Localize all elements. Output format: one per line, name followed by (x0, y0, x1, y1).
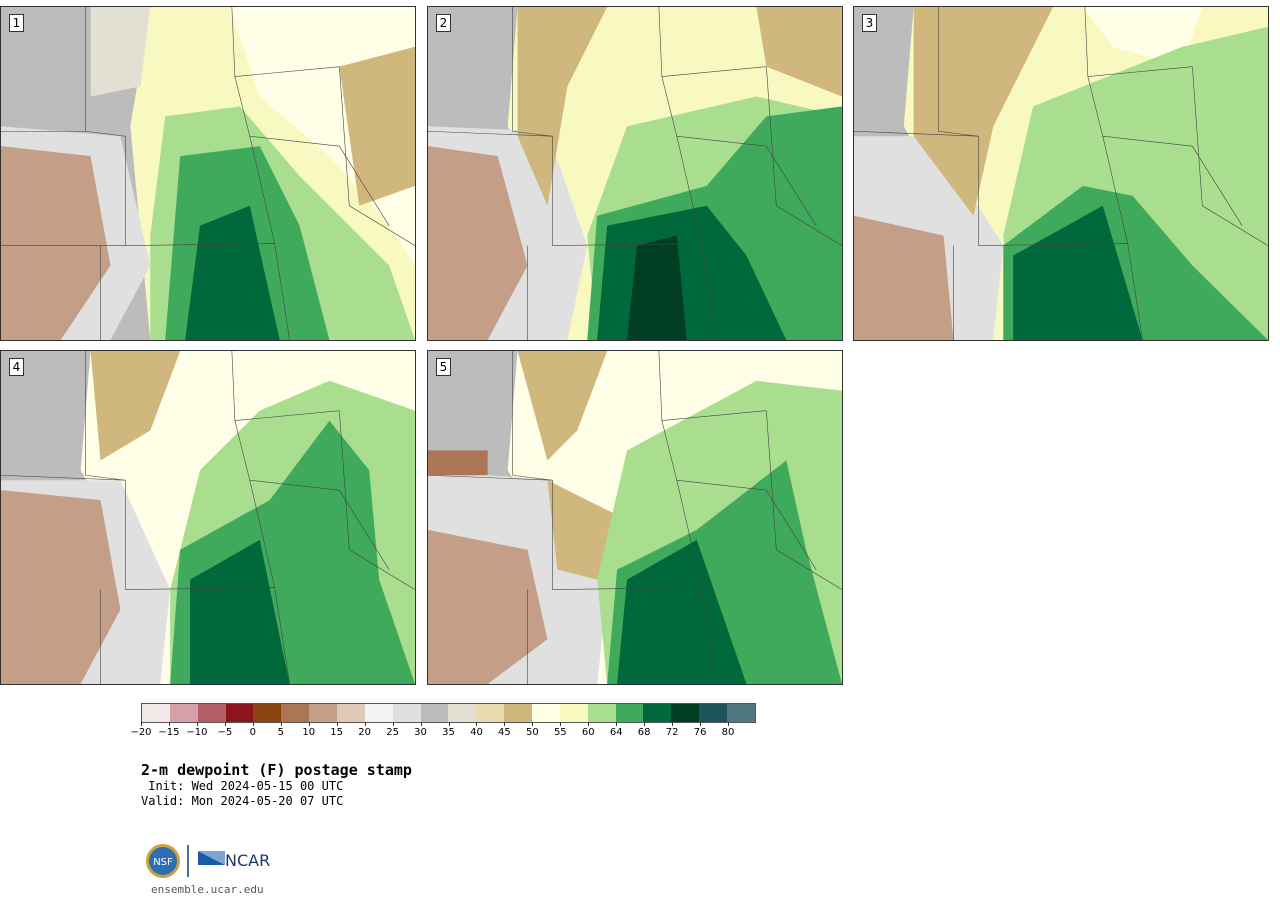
panel-label: 1 (9, 14, 24, 32)
colorbar-tick-mark (420, 722, 422, 726)
colorbar-swatch (142, 704, 170, 722)
dewpoint-map-2 (428, 7, 842, 340)
colorbar-tick-mark (392, 722, 394, 726)
colorbar-tick-label: 45 (498, 727, 511, 738)
colorbar-tick-mark (308, 722, 310, 726)
colorbar-swatch (643, 704, 672, 722)
colorbar-tick-label: 5 (277, 727, 284, 738)
colorbar-swatch (364, 704, 393, 722)
colorbar-tick-mark (532, 722, 534, 726)
colorbar-tick-label: −10 (186, 727, 208, 738)
colorbar-tick-label: 25 (386, 727, 399, 738)
colorbar-tick-label: 68 (637, 727, 651, 738)
colorbar-tick-mark (616, 722, 618, 726)
colorbar-tick-label: 0 (249, 727, 256, 738)
colorbar-tick-label: 10 (302, 727, 316, 738)
colorbar-swatch (309, 704, 338, 722)
colorbar-swatch (559, 704, 588, 722)
colorbar-tick-mark (476, 722, 478, 726)
colorbar-tick-mark (588, 722, 590, 726)
colorbar-tick-label: −20 (130, 727, 152, 738)
colorbar-tick-label: 76 (693, 727, 707, 738)
colorbar-tick-mark (644, 722, 646, 726)
dewpoint-colorbar (141, 703, 756, 723)
title-block: 2-m dewpoint (F) postage stamp Init: Wed… (141, 761, 412, 809)
colorbar-swatch (281, 704, 310, 722)
colorbar-tick-label: −15 (158, 727, 180, 738)
colorbar-swatch (225, 704, 254, 722)
colorbar-tick-mark (280, 722, 282, 726)
colorbar-tick-label: 20 (358, 727, 371, 738)
colorbar-tick-mark (336, 722, 338, 726)
valid-time: Valid: Mon 2024-05-20 07 UTC (141, 794, 344, 808)
colorbar-tick-mark (700, 722, 702, 726)
map-panel-3: 3 (853, 6, 1269, 341)
map-panel-5: 5 (427, 350, 843, 685)
dewpoint-map-4 (1, 351, 415, 684)
colorbar-swatch (727, 704, 755, 722)
colorbar-tick-label: 35 (442, 727, 455, 738)
colorbar-swatch (699, 704, 728, 722)
colorbar-swatch (504, 704, 533, 722)
colorbar-swatch (615, 704, 644, 722)
colorbar-tick-label: 40 (470, 727, 483, 738)
colorbar-swatch (420, 704, 449, 722)
colorbar-swatch (587, 704, 616, 722)
colorbar-tick-mark (224, 722, 226, 726)
colorbar-tick-label: −5 (217, 727, 233, 738)
nsf-logo-text: NSF (153, 857, 173, 868)
panel-label: 3 (862, 14, 877, 32)
colorbar-tick-label: 72 (665, 727, 679, 738)
colorbar-swatch (448, 704, 477, 722)
dewpoint-map-5 (428, 351, 842, 684)
colorbar-tick-mark (196, 722, 198, 726)
colorbar-swatch (169, 704, 198, 722)
colorbar-swatch (337, 704, 365, 722)
map-panel-2: 2 (427, 6, 843, 341)
colorbar-swatch (476, 704, 505, 722)
colorbar-tick-label: 30 (414, 727, 427, 738)
panel-label: 5 (436, 358, 451, 376)
chart-title: 2-m dewpoint (F) postage stamp (141, 761, 412, 779)
colorbar-tick-label: 64 (609, 727, 623, 738)
map-panel-1: 1 (0, 6, 416, 341)
ncar-logo-text: NCAR (225, 851, 270, 870)
ncar-logo-icon: NCAR (198, 851, 270, 870)
colorbar-tick-mark (364, 722, 366, 726)
colorbar-swatch (253, 704, 282, 722)
colorbar-swatch (197, 704, 226, 722)
dewpoint-map-3 (854, 7, 1268, 340)
colorbar-tick-mark (560, 722, 562, 726)
nsf-logo-icon: NSF (146, 844, 180, 878)
colorbar-tick-mark (168, 722, 170, 726)
colorbar-tick-mark (728, 722, 730, 726)
colorbar-swatch (392, 704, 421, 722)
panel-label: 2 (436, 14, 451, 32)
colorbar-tick-mark (504, 722, 506, 726)
colorbar-swatch (532, 704, 560, 722)
panel-label: 4 (9, 358, 24, 376)
colorbar-swatch (671, 704, 700, 722)
colorbar-tick-label: 80 (721, 727, 735, 738)
colorbar-tick-label: 60 (581, 727, 595, 738)
colorbar-tick-label: 55 (553, 727, 567, 738)
colorbar-tick-mark (448, 722, 450, 726)
dewpoint-map-1 (1, 7, 415, 340)
colorbar-tick-label: 15 (330, 727, 344, 738)
site-url: ensemble.ucar.edu (151, 883, 264, 896)
colorbar-tick-mark (672, 722, 674, 726)
logos: NSF NCAR (146, 844, 270, 878)
colorbar-tick-mark (141, 722, 142, 726)
map-panel-4: 4 (0, 350, 416, 685)
colorbar-tick-label: 50 (525, 727, 539, 738)
init-time: Init: Wed 2024-05-15 00 UTC (141, 779, 344, 793)
colorbar-tick-mark (252, 722, 254, 726)
colorbar-tick-labels: −20 −15 −10 −5 0 5 10 15 20 25 30 35 40 45 50 55 60 64 68 7… (130, 722, 756, 743)
